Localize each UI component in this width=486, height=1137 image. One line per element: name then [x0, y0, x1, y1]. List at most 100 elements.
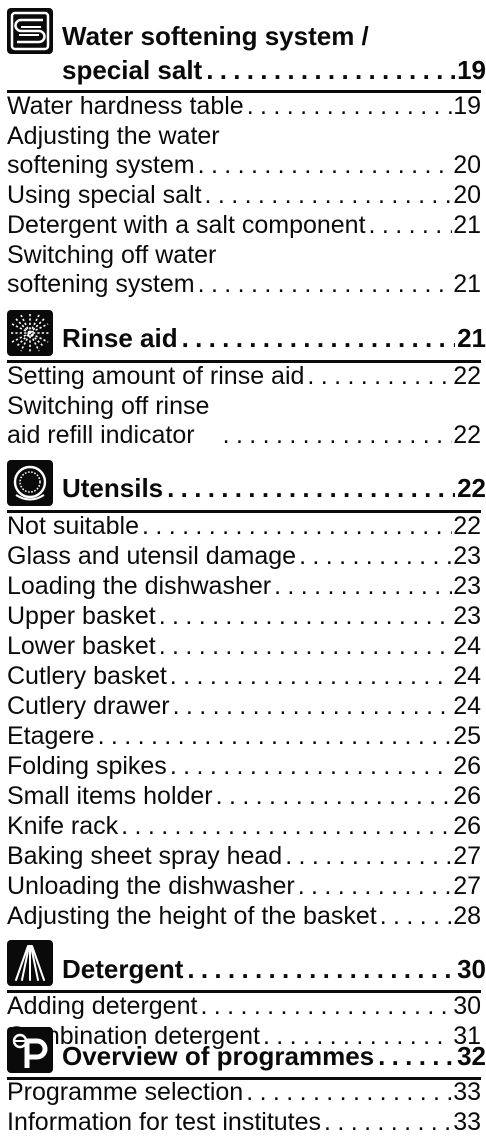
- entry-page-number: 33: [453, 1108, 481, 1136]
- entry-title: Baking sheet spray head: [7, 842, 283, 870]
- entry-page-number: 24: [453, 632, 481, 660]
- leader-dots: ........................................…: [307, 362, 452, 390]
- detergent-icon: [7, 940, 53, 986]
- entry-page-number: 22: [453, 421, 481, 449]
- entry-title: Upper basket: [7, 602, 156, 630]
- toc-entry[interactable]: Lower basket ...........................…: [7, 631, 481, 661]
- toc-entry-line1[interactable]: Switching off rinse: [7, 391, 481, 421]
- section-title: Detergent: [62, 954, 184, 984]
- utensils-icon: [7, 460, 53, 506]
- leader-dots: ........................................…: [215, 782, 453, 810]
- leader-dots: ........................................…: [379, 902, 452, 930]
- toc-entry[interactable]: Adding detergent .......................…: [7, 991, 481, 1021]
- section-title-line1: Water softening system /: [62, 21, 369, 51]
- entry-title: Switching off rinse: [7, 392, 210, 420]
- entry-title: Adjusting the water: [7, 122, 220, 150]
- toc-entry[interactable]: Unloading the dishwasher ...............…: [7, 871, 481, 901]
- toc-entry[interactable]: Small items holder .....................…: [7, 781, 481, 811]
- leader-dots: ........................................…: [158, 602, 453, 630]
- section-title-line: Utensils ...............................…: [62, 469, 486, 503]
- toc-entry[interactable]: Programme selection ....................…: [7, 1077, 481, 1107]
- section-page-number: 22: [457, 473, 486, 503]
- section-page-number: 21: [457, 323, 486, 353]
- entry-title: Knife rack: [7, 812, 119, 840]
- leader-dots: ........................................…: [206, 55, 455, 85]
- toc-entry[interactable]: Upper basket ...........................…: [7, 601, 481, 631]
- toc-entry[interactable]: Adjusting the height of the basket .....…: [7, 901, 481, 931]
- toc-entry[interactable]: softening system .......................…: [7, 269, 481, 299]
- entry-title: Information for test institutes: [7, 1108, 322, 1136]
- entry-title: Loading the dishwasher: [7, 572, 272, 600]
- leader-dots: ........................................…: [181, 323, 456, 353]
- entry-title: Adjusting the height of the basket: [7, 902, 377, 930]
- rinse-aid-icon: [7, 310, 53, 356]
- toc-entry[interactable]: Baking sheet spray head ................…: [7, 841, 481, 871]
- entry-page-number: 26: [453, 812, 481, 840]
- leader-dots: ........................................…: [167, 473, 455, 503]
- section-title-line2: special salt ...........................…: [62, 51, 486, 85]
- entry-title: Etagere: [7, 722, 95, 750]
- leader-dots: ........................................…: [97, 722, 453, 750]
- entry-page-number: 30: [453, 992, 481, 1020]
- entry-title: Setting amount of rinse aid: [7, 362, 305, 390]
- section-divider: [7, 360, 481, 363]
- entry-title: Glass and utensil damage: [7, 542, 297, 570]
- section-divider: [7, 1077, 481, 1080]
- toc-entry-line1[interactable]: Switching off water: [7, 240, 481, 270]
- entry-page-number: 23: [453, 572, 481, 600]
- entry-page-number: 22: [453, 362, 481, 390]
- leader-dots: ........................................…: [246, 92, 452, 120]
- section-page-number: 32: [457, 1041, 486, 1071]
- entry-page-number: 23: [453, 542, 481, 570]
- leader-dots: ........................................…: [299, 542, 452, 570]
- entry-title: Water hardness table: [7, 92, 244, 120]
- entry-title: Adding detergent: [7, 992, 198, 1020]
- entry-page-number: 20: [453, 151, 481, 179]
- entry-title: aid refill indicator: [7, 421, 195, 449]
- entry-page-number: 19: [453, 92, 481, 120]
- leader-dots: ........................................…: [169, 662, 452, 690]
- section-title: Utensils: [62, 473, 164, 503]
- entry-title: Cutlery drawer: [7, 692, 170, 720]
- leader-dots: ........................................…: [285, 842, 452, 870]
- water-softening-icon: [7, 8, 53, 54]
- leader-dots: ........................................…: [246, 1078, 452, 1106]
- toc-entry[interactable]: Using special salt .....................…: [7, 180, 481, 210]
- toc-entry[interactable]: Detergent with a salt component ........…: [7, 210, 481, 240]
- toc-entry[interactable]: Folding spikes .........................…: [7, 751, 481, 781]
- entry-page-number: 27: [453, 842, 481, 870]
- entry-title: Cutlery basket: [7, 662, 167, 690]
- toc-entry-line1[interactable]: Adjusting the water: [7, 121, 481, 151]
- toc-entry[interactable]: softening system .......................…: [7, 150, 481, 180]
- toc-entry[interactable]: Water hardness table ...................…: [7, 91, 481, 121]
- leader-dots: ........................................…: [324, 1108, 453, 1136]
- entry-page-number: 24: [453, 662, 481, 690]
- toc-entry[interactable]: Information for test institutes ........…: [7, 1107, 481, 1137]
- toc-entry[interactable]: Setting amount of rinse aid ............…: [7, 361, 481, 391]
- entry-page-number: 27: [453, 872, 481, 900]
- programmes-icon: [7, 1027, 53, 1073]
- entry-page-number: 28: [453, 902, 481, 930]
- toc-entry[interactable]: Knife rack .............................…: [7, 811, 481, 841]
- toc-entry[interactable]: Not suitable ...........................…: [7, 511, 481, 541]
- leader-dots: ........................................…: [274, 572, 452, 600]
- toc-entry[interactable]: Cutlery drawer .........................…: [7, 691, 481, 721]
- entry-title: Programme selection: [7, 1078, 244, 1106]
- section-page-number: 19: [457, 55, 486, 85]
- leader-dots: ........................................…: [172, 692, 453, 720]
- entry-page-number: 25: [453, 722, 481, 750]
- entry-page-number: 22: [453, 512, 481, 540]
- entry-title: Unloading the dishwasher: [7, 872, 295, 900]
- entry-page-number: 26: [453, 782, 481, 810]
- leader-dots: ........................................…: [142, 512, 452, 540]
- toc-entry[interactable]: Cutlery basket .........................…: [7, 661, 481, 691]
- toc-entry[interactable]: Loading the dishwasher .................…: [7, 571, 481, 601]
- toc-entry[interactable]: Glass and utensil damage ...............…: [7, 541, 481, 571]
- toc-entry[interactable]: Etagere ................................…: [7, 721, 481, 751]
- section-title-line: Rinse aid ..............................…: [62, 319, 486, 353]
- toc-entry[interactable]: aid refill indicator ...................…: [7, 420, 481, 450]
- entry-title: softening system: [7, 270, 195, 298]
- section-title-line: Overview of programmes .................…: [62, 1037, 486, 1071]
- section-divider: [7, 510, 481, 513]
